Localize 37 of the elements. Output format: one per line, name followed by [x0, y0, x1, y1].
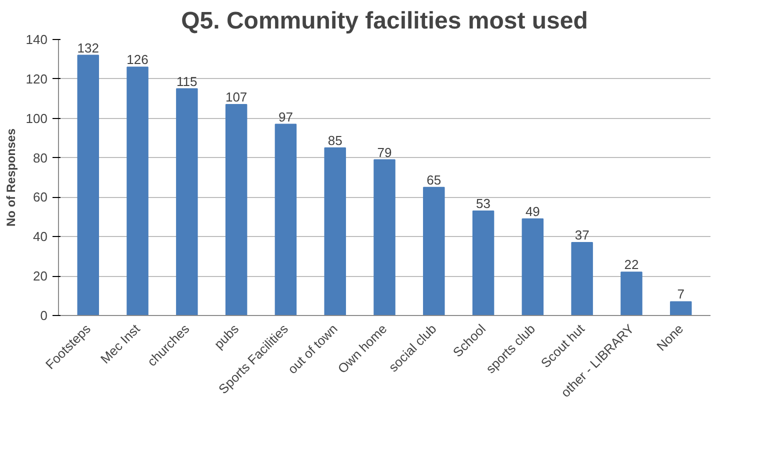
chart-title: Q5. Community facilities most used [181, 8, 588, 34]
bar [423, 186, 445, 316]
bar [225, 104, 248, 316]
x-tick-label: Mec Inst [97, 320, 144, 367]
bar [670, 301, 692, 316]
bar [176, 88, 198, 316]
y-tick-label: 100 [26, 110, 48, 126]
y-tick-label: 120 [26, 71, 48, 86]
y-tick-label: 20 [33, 268, 48, 284]
data-label: 53 [476, 196, 491, 212]
y-tick-label: 40 [33, 229, 48, 244]
y-tick-label: 60 [33, 190, 48, 205]
bar [571, 242, 593, 316]
bar [374, 159, 396, 316]
data-label: 107 [225, 90, 248, 105]
bar [620, 272, 642, 316]
bar [324, 147, 346, 316]
data-label: 49 [525, 204, 540, 219]
data-label: 97 [278, 109, 293, 124]
data-label: 126 [126, 52, 148, 68]
data-label: 65 [426, 172, 442, 188]
y-tick-label: 0 [40, 308, 48, 323]
bar [77, 54, 100, 316]
data-label: 79 [377, 144, 392, 160]
bar [472, 210, 494, 316]
bar [522, 218, 544, 316]
data-label: 85 [328, 132, 342, 148]
data-label: 37 [574, 228, 590, 243]
y-axis-title: No of Responses [4, 128, 18, 227]
bar [274, 124, 297, 316]
y-tick-label: 140 [26, 32, 48, 47]
bar [126, 66, 148, 316]
data-label: 115 [176, 74, 198, 89]
y-tick-label: 80 [33, 150, 48, 166]
data-label: 7 [677, 286, 684, 302]
data-label: 22 [624, 257, 639, 272]
data-label: 132 [77, 40, 99, 56]
